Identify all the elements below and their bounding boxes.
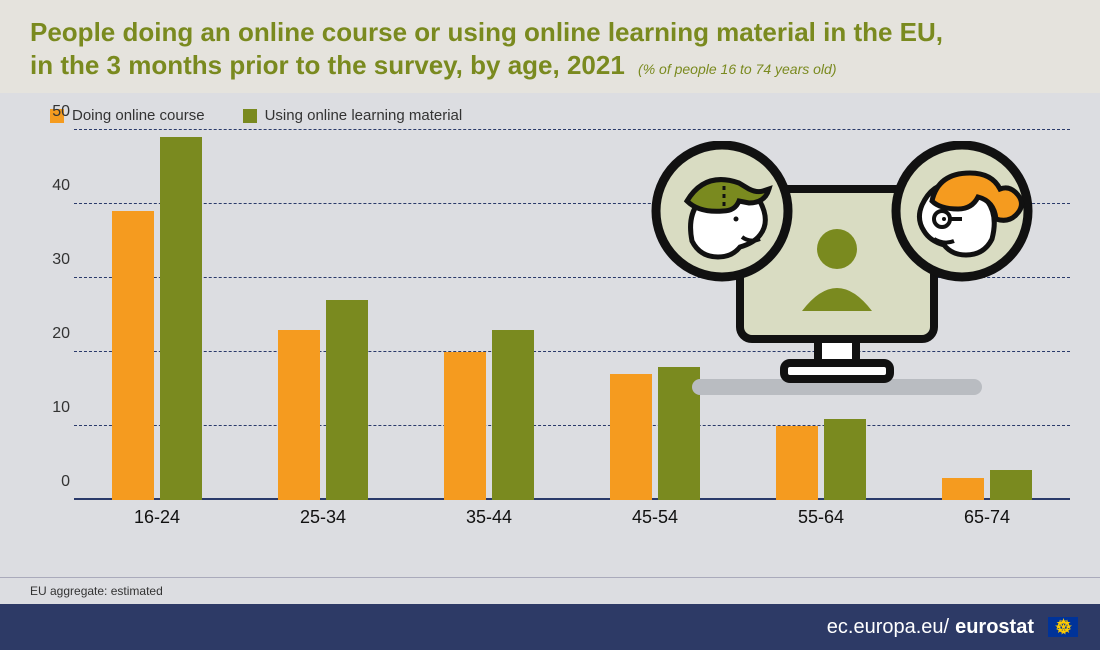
legend-label-series2: Using online learning material (265, 107, 463, 124)
online-learning-icon (632, 141, 1042, 401)
x-tick-label: 25-34 (240, 507, 406, 528)
y-tick-label: 50 (34, 103, 70, 121)
bar-group: 35-44 (406, 130, 572, 500)
bar (326, 300, 368, 500)
bar (990, 470, 1032, 500)
bar (160, 137, 202, 500)
y-tick-label: 0 (34, 473, 70, 491)
title-line-1: People doing an online course or using o… (30, 17, 943, 47)
bar-group: 25-34 (240, 130, 406, 500)
chart-area: Doing online course Using online learnin… (0, 93, 1100, 577)
bar (444, 352, 486, 500)
bar (278, 330, 320, 500)
y-tick-label: 40 (34, 177, 70, 195)
x-tick-label: 35-44 (406, 507, 572, 528)
footer-url: ec.europa.eu/ (827, 616, 949, 639)
x-tick-label: 16-24 (74, 507, 240, 528)
bar (942, 478, 984, 500)
footer-brand: eurostat (955, 616, 1034, 639)
legend-item-series2: Using online learning material (243, 107, 463, 124)
chart-title: People doing an online course or using o… (30, 16, 1070, 81)
footnote: EU aggregate: estimated (0, 577, 1100, 604)
title-line-2: in the 3 months prior to the survey, by … (30, 50, 625, 80)
legend-label-series1: Doing online course (72, 107, 205, 124)
legend-item-series1: Doing online course (50, 107, 205, 124)
x-tick-label: 45-54 (572, 507, 738, 528)
chart-subtitle: (% of people 16 to 74 years old) (638, 61, 836, 77)
bar (824, 419, 866, 500)
bar (112, 211, 154, 500)
header: People doing an online course or using o… (0, 0, 1100, 93)
footer: ec.europa.eu/eurostat (0, 604, 1100, 650)
x-tick-label: 55-64 (738, 507, 904, 528)
illustration (632, 141, 1042, 401)
bar-group: 16-24 (74, 130, 240, 500)
legend-swatch-series2 (243, 109, 257, 123)
bar (776, 426, 818, 500)
y-tick-label: 30 (34, 251, 70, 269)
eu-flag-icon (1048, 617, 1078, 637)
bar (492, 330, 534, 500)
y-tick-label: 10 (34, 399, 70, 417)
y-axis: 01020304050 (34, 130, 70, 500)
y-tick-label: 20 (34, 325, 70, 343)
page-root: People doing an online course or using o… (0, 0, 1100, 650)
footnote-text: EU aggregate: estimated (30, 584, 163, 598)
x-tick-label: 65-74 (904, 507, 1070, 528)
legend: Doing online course Using online learnin… (50, 107, 1070, 124)
